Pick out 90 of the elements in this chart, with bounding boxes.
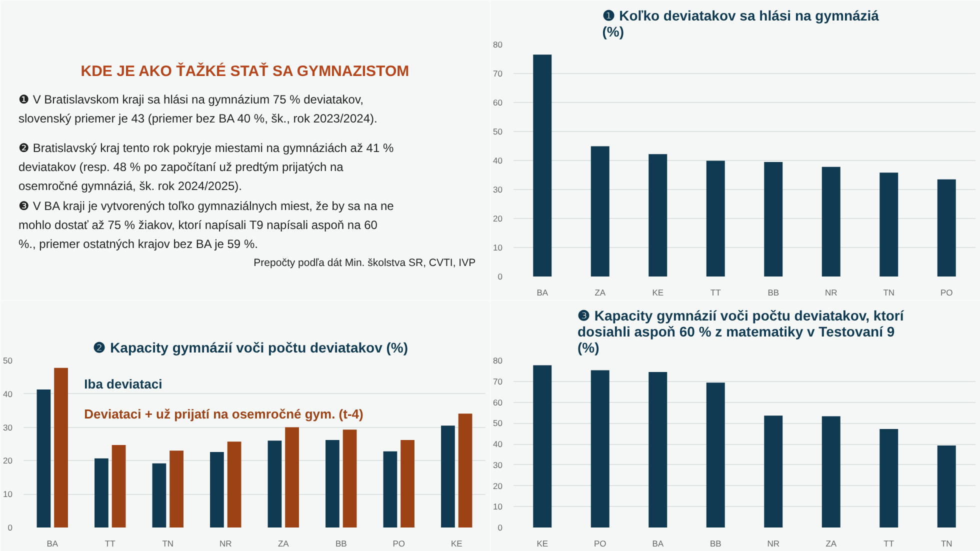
x-tick-label: TT bbox=[884, 538, 894, 548]
y-tick-label: 10 bbox=[3, 489, 13, 500]
bar bbox=[54, 368, 68, 528]
text: KDE JE AKO ŤAŽKÉ STAŤ SA GYMNAZISTOM bbox=[80, 62, 410, 80]
bar bbox=[822, 416, 840, 528]
x-tick-label: PO bbox=[392, 538, 406, 548]
x-tick-label: TT bbox=[104, 538, 116, 548]
bar bbox=[706, 160, 725, 276]
bar bbox=[822, 166, 840, 276]
y-tick-label: 20 bbox=[493, 214, 503, 224]
y-tick-label: 50 bbox=[3, 356, 13, 366]
bar bbox=[152, 463, 166, 528]
y-tick-label: 10 bbox=[493, 502, 503, 512]
bar bbox=[94, 458, 108, 528]
bar bbox=[342, 430, 357, 528]
y-tick-label: 40 bbox=[493, 439, 503, 449]
y-tick-label: 30 bbox=[3, 422, 13, 432]
x-tick-label: KE bbox=[450, 538, 463, 548]
y-tick-label: 40 bbox=[493, 156, 503, 166]
bar bbox=[326, 440, 340, 528]
y-tick-label: 0 bbox=[498, 272, 503, 282]
bar bbox=[441, 426, 455, 528]
x-tick-label: TN bbox=[883, 288, 895, 298]
bar bbox=[937, 445, 956, 528]
y-tick-label: 60 bbox=[493, 98, 503, 108]
y-tick-label: 60 bbox=[493, 397, 503, 408]
y-tick-label: 70 bbox=[493, 68, 503, 78]
bar bbox=[880, 172, 898, 276]
y-tick-label: 10 bbox=[493, 242, 503, 252]
x-tick-label: BA bbox=[536, 288, 548, 298]
bar bbox=[533, 54, 552, 276]
x-tick-label: TT bbox=[710, 288, 721, 298]
bar bbox=[210, 452, 224, 528]
chart-title: ❷ Kapacity gymnázií voči počtu deviatakov (%) bbox=[93, 340, 408, 356]
bar bbox=[648, 372, 668, 528]
x-tick-label: BA bbox=[652, 538, 664, 548]
y-tick-label: 0 bbox=[498, 522, 503, 532]
y-tick-label: 80 bbox=[493, 40, 503, 50]
text: Iba deviataci bbox=[84, 376, 162, 392]
text: ❷ Bratislavský kraj tento rok pokryje miestami na gymnáziách až 41 % deviatakov (resp. 48 % po započítaní už predtým prijatých na osemročné gymnáziá, šk. rok 2024/2025). bbox=[18, 141, 394, 193]
y-tick-label: 40 bbox=[3, 388, 13, 399]
x-tick-label: NR bbox=[219, 538, 232, 548]
text: Prepočty podľa dát Min. školstva SR, CVTI, IVP bbox=[254, 256, 476, 269]
x-tick-label: ZA bbox=[826, 538, 837, 548]
bar bbox=[227, 442, 242, 528]
bar bbox=[764, 162, 783, 276]
y-tick-label: 80 bbox=[493, 356, 503, 366]
text: ❶ V Bratislavskom kraji sa hlási na gymnázium 75 % deviatakov, slovenský priemer je 43 (priemer bez BA 40 %, šk., rok 2023/2024). bbox=[18, 92, 378, 126]
x-tick-label: NR bbox=[767, 538, 780, 548]
x-tick-label: TN bbox=[940, 538, 952, 548]
chart-title: ❶ Koľko deviatakov sa hlási na gymnáziá (%) bbox=[602, 8, 880, 40]
y-tick-label: 30 bbox=[493, 460, 503, 470]
bar bbox=[268, 440, 282, 528]
y-tick-label: 0 bbox=[8, 522, 13, 532]
bar bbox=[458, 414, 472, 528]
x-tick-label: BB bbox=[710, 538, 722, 548]
chart-title: ❸ Kapacity gymnázií voči počtu deviatakov, ktorí dosiahli aspoň 60 % z matematiky v Testovaní 9 (%) bbox=[577, 308, 905, 356]
bar bbox=[937, 179, 956, 276]
x-tick-label: ZA bbox=[594, 288, 606, 298]
y-tick-label: 50 bbox=[493, 126, 503, 136]
y-tick-label: 20 bbox=[493, 480, 503, 491]
bar bbox=[533, 365, 552, 528]
bar bbox=[383, 451, 398, 528]
y-tick-label: 50 bbox=[493, 418, 503, 428]
bar bbox=[36, 390, 51, 528]
bar bbox=[170, 450, 184, 528]
y-tick-label: 20 bbox=[3, 456, 13, 466]
series-label: Deviataci + už prijatí na osemročné gym. (t-4) bbox=[84, 406, 364, 422]
x-tick-label: TN bbox=[162, 538, 174, 548]
x-tick-label: KE bbox=[536, 538, 548, 548]
y-tick-label: 70 bbox=[493, 376, 503, 386]
bar bbox=[590, 370, 610, 528]
x-tick-label: BB bbox=[335, 538, 348, 548]
y-tick-label: 30 bbox=[493, 184, 503, 194]
bar bbox=[648, 154, 668, 276]
text: ❸ V BA kraji je vytvorených toľko gymnaziálnych miest, že by sa na ne mohlo dostať až 75 % žiakov, ktorí napísali T9 napísali aspoň na 60 %., priemer ostatných krajov bez BA je 59 %. bbox=[18, 199, 394, 251]
x-tick-label: BB bbox=[768, 288, 780, 298]
bar bbox=[112, 445, 126, 528]
x-tick-label: ZA bbox=[278, 538, 290, 548]
bar bbox=[400, 440, 414, 528]
bar bbox=[880, 428, 898, 528]
bar bbox=[590, 146, 610, 276]
x-tick-label: PO bbox=[940, 288, 954, 298]
bar bbox=[285, 427, 299, 528]
bar bbox=[706, 382, 725, 528]
x-tick-label: PO bbox=[594, 538, 607, 548]
x-tick-label: NR bbox=[824, 288, 838, 298]
x-tick-label: KE bbox=[652, 288, 664, 298]
bar bbox=[764, 416, 783, 528]
x-tick-label: BA bbox=[46, 538, 58, 548]
